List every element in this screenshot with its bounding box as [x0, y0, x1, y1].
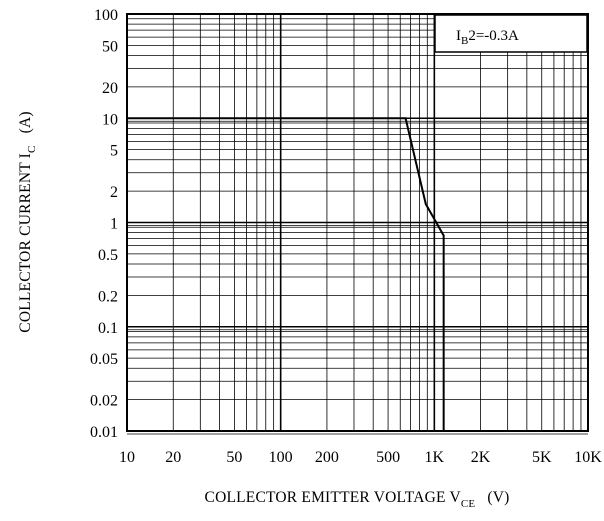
y-tick-label: 50 — [102, 38, 118, 55]
legend-label: IB2=-0.3A — [456, 28, 519, 47]
y-tick-label: 5 — [110, 143, 118, 160]
y-tick-labels: 100 50 20 10 5 2 1 0.5 0.2 0.1 0.05 0.02 0.01 — [90, 7, 118, 441]
y-tick-label: 1 — [110, 216, 118, 233]
y-tick-label: 0.02 — [90, 393, 118, 410]
x-tick-label: 1K — [425, 449, 445, 466]
x-tick-label: 500 — [376, 449, 400, 466]
x-tick-label: 200 — [315, 449, 339, 466]
minor-gridlines — [127, 14, 588, 435]
y-axis-title: COLLECTOR CURRENT IC (A) — [17, 111, 38, 332]
y-tick-label: 20 — [102, 80, 118, 97]
legend-suffix: 2=-0.3A — [468, 28, 519, 44]
y-tick-label: 0.1 — [98, 320, 118, 337]
series-layer — [127, 117, 445, 431]
x-tick-label: 10K — [574, 449, 602, 466]
x-axis-title: COLLECTOR EMITTER VOLTAGE VCE (V) — [205, 489, 510, 510]
x-tick-label: 5K — [532, 449, 552, 466]
x-axis-title-sub: CE — [461, 498, 476, 510]
legend-prefix: I — [456, 28, 461, 44]
y-tick-label: 0.05 — [90, 351, 118, 368]
y-axis-title-unit: (A) — [17, 111, 34, 133]
y-tick-label: 0.5 — [98, 247, 118, 264]
x-tick-label: 10 — [119, 449, 135, 466]
x-axis-title-main: COLLECTOR EMITTER VOLTAGE V — [205, 489, 462, 506]
y-tick-label: 0.2 — [98, 288, 118, 305]
y-axis-title-main: COLLECTOR CURRENT I — [17, 153, 34, 333]
legend-frame — [434, 14, 588, 53]
y-axis-title-sub: C — [26, 145, 38, 153]
y-tick-label: 100 — [94, 7, 118, 24]
x-tick-label: 20 — [165, 449, 181, 466]
legend-subscript: B — [461, 35, 468, 47]
soa-curve-line — [127, 117, 445, 431]
y-tick-label: 0.01 — [90, 424, 118, 441]
x-tick-label: 100 — [269, 449, 293, 466]
plot-frame — [126, 13, 589, 432]
x-axis-title-unit: (V) — [487, 489, 509, 506]
legend-box: IB2=-0.3A — [434, 14, 588, 53]
x-tick-label: 50 — [226, 449, 242, 466]
y-tick-label: 2 — [110, 184, 118, 201]
x-tick-label: 2K — [471, 449, 491, 466]
y-tick-label: 10 — [102, 111, 118, 128]
x-tick-labels: 10 20 50 100 200 500 1K 2K 5K 10K — [119, 449, 602, 466]
